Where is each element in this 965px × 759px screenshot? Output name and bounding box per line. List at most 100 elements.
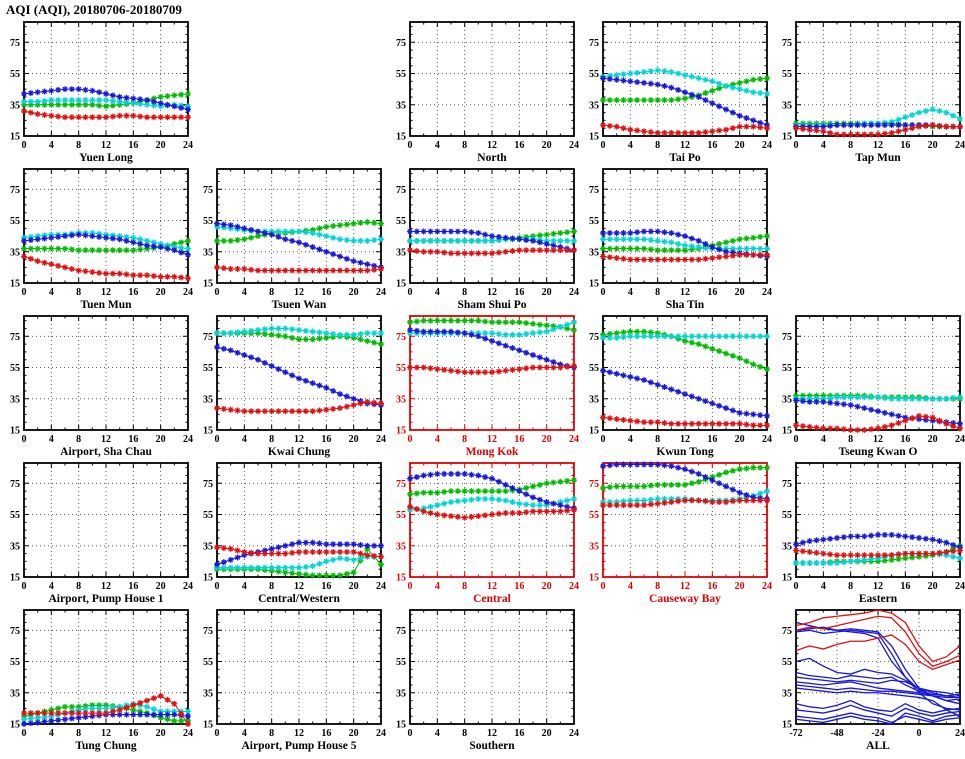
y-tick-label: 35	[589, 394, 599, 405]
y-tick-label: 15	[396, 279, 406, 290]
x-tick-label: 8	[655, 287, 660, 298]
y-tick-label: 35	[782, 394, 792, 405]
chart-canvas-tuen-mun: 0 4 8 12 16 20 24 15 35 55 75 Tuen Mun	[10, 168, 193, 311]
y-tick-label: 35	[589, 100, 599, 111]
subplot-tai-po: 0 4 8 12 16 20 24 15 35 55 75 Tai Po	[579, 19, 772, 166]
x-tick-label: 8	[269, 581, 274, 592]
y-tick-label: 75	[589, 38, 599, 49]
subplot-mong-kok: 0 4 8 12 16 20 24 15 35 55 75 Mong Kok	[386, 313, 579, 460]
series-line-blue	[795, 629, 961, 711]
y-tick-label: 75	[589, 479, 599, 490]
x-tick-label: 8	[848, 581, 853, 592]
subplot-title-tuen-mun: Tuen Mun	[80, 299, 132, 311]
x-tick-label: -24	[871, 728, 884, 739]
x-tick-label: 4	[49, 287, 54, 298]
x-tick-label: 8	[462, 728, 467, 739]
y-tick-label: 35	[782, 100, 792, 111]
subplot-title-tai-po: Tai Po	[669, 152, 700, 164]
series-markers-blue	[600, 75, 770, 129]
series-markers-red	[793, 412, 963, 433]
y-tick-label: 75	[203, 185, 213, 196]
x-tick-label: 24	[569, 434, 579, 445]
x-tick-label: 20	[542, 140, 552, 151]
axis-ticks	[409, 22, 575, 137]
x-tick-label: 24	[569, 287, 579, 298]
series-markers-blue	[214, 220, 384, 271]
subplot-title-airport-pump-house-1: Airport, Pump House 1	[49, 593, 164, 605]
x-tick-label: 20	[156, 140, 166, 151]
x-tick-label: 12	[680, 581, 690, 592]
subplot-southern: 0 4 8 12 16 20 24 15 35 55 75 Southern	[386, 607, 579, 754]
x-tick-label: 8	[848, 434, 853, 445]
chart-canvas-mong-kok: 0 4 8 12 16 20 24 15 35 55 75 Mong Kok	[396, 315, 579, 458]
y-tick-label: 55	[203, 657, 213, 668]
subplot-kwai-chung: 0 4 8 12 16 20 24 15 35 55 75 Kwai Chung	[193, 313, 386, 460]
y-tick-label: 15	[396, 426, 406, 437]
y-tick-label: 55	[782, 510, 792, 521]
axis-ticks	[23, 22, 189, 137]
x-tick-label: 0	[794, 581, 799, 592]
chart-canvas-all: -72 -48 -24 0 24 15 35 55 75 ALL	[782, 609, 965, 752]
y-tick-label: 15	[589, 426, 599, 437]
x-tick-label: 16	[900, 434, 910, 445]
y-tick-label: 35	[10, 688, 20, 699]
y-tick-label: 35	[203, 541, 213, 552]
y-tick-label: 35	[203, 247, 213, 258]
x-tick-label: 8	[655, 140, 660, 151]
x-tick-label: 20	[542, 434, 552, 445]
series-line-red	[795, 634, 961, 671]
subplot-title-north: North	[477, 152, 507, 164]
y-tick-label: 75	[10, 38, 20, 49]
series-markers-blue	[793, 531, 963, 551]
series-markers-blue	[21, 86, 191, 113]
x-tick-label: 8	[462, 581, 467, 592]
x-tick-label: 4	[435, 581, 440, 592]
x-tick-label: 24	[762, 140, 772, 151]
chart-canvas-airport-pump-house-1: 0 4 8 12 16 20 24 15 35 55 75 Airport, Pump House 1	[10, 462, 193, 605]
subplot-title-southern: Southern	[469, 740, 515, 752]
subplot-title-airport-pump-house-5: Airport, Pump House 5	[242, 740, 357, 752]
subplot-title-yuen-long: Yuen Long	[79, 152, 133, 164]
y-tick-label: 55	[589, 216, 599, 227]
x-tick-label: 16	[321, 728, 331, 739]
x-tick-label: 4	[628, 434, 633, 445]
axis-ticks	[409, 169, 575, 284]
chart-canvas-airport-sha-chau: 0 4 8 12 16 20 24 15 35 55 75 Airport, Sha Chau	[10, 315, 193, 458]
x-tick-label: 0	[215, 581, 220, 592]
x-tick-label: 24	[183, 434, 193, 445]
y-tick-label: 55	[396, 657, 406, 668]
x-tick-label: 24	[955, 728, 965, 739]
x-tick-label: 4	[628, 287, 633, 298]
subplot-tap-mun: 0 4 8 12 16 20 24 15 35 55 75 Tap Mun	[772, 19, 965, 166]
series-line-blue	[795, 704, 961, 717]
y-tick-label: 75	[203, 332, 213, 343]
x-tick-label: 0	[408, 140, 413, 151]
x-tick-label: 20	[349, 728, 359, 739]
y-tick-label: 15	[589, 573, 599, 584]
x-tick-label: 0	[408, 581, 413, 592]
x-tick-label: 12	[101, 140, 111, 151]
series-markers-red	[600, 251, 770, 263]
subplot-kwun-tong: 0 4 8 12 16 20 24 15 35 55 75 Kwun Tong	[579, 313, 772, 460]
x-tick-label: 8	[655, 581, 660, 592]
subplot-title-central: Central	[473, 593, 511, 605]
y-tick-label: 35	[396, 541, 406, 552]
y-tick-label: 35	[396, 247, 406, 258]
x-tick-label: 12	[873, 581, 883, 592]
x-tick-label: 12	[101, 434, 111, 445]
x-tick-label: 16	[321, 581, 331, 592]
x-tick-label: 4	[49, 140, 54, 151]
series-markers-red	[214, 264, 384, 274]
x-tick-label: 8	[269, 287, 274, 298]
x-tick-label: 16	[128, 434, 138, 445]
y-tick-label: 55	[589, 363, 599, 374]
chart-canvas-eastern: 0 4 8 12 16 20 24 15 35 55 75 Eastern	[782, 462, 965, 605]
series-markers-cyan	[600, 333, 770, 341]
x-tick-label: 16	[128, 581, 138, 592]
x-tick-label: 20	[928, 140, 938, 151]
y-tick-label: 75	[782, 626, 792, 637]
axis-ticks	[216, 316, 382, 431]
x-tick-label: 0	[215, 287, 220, 298]
series-markers-red	[407, 362, 577, 376]
y-tick-label: 75	[396, 626, 406, 637]
